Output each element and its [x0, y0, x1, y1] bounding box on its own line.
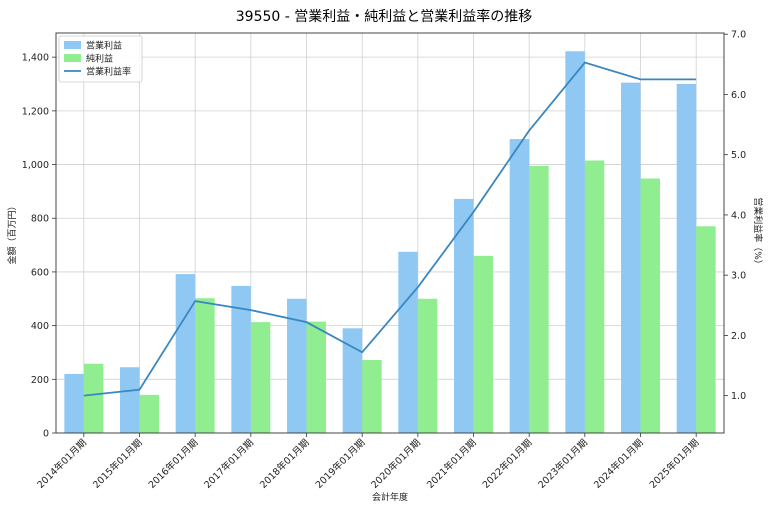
chart-title: 39550 - 営業利益・純利益と営業利益率の推移 [236, 8, 533, 25]
y-tick-label: 0 [43, 429, 49, 440]
legend-swatch [64, 54, 81, 62]
bar-operating-profit [120, 367, 140, 433]
bar-net-profit [640, 178, 660, 433]
y2-axis-label: 営業利益率（%） [752, 197, 764, 269]
x-tick-label: 2014年01月期 [35, 437, 89, 491]
y2-tick-label: 2.0 [731, 331, 746, 342]
y-tick-label: 200 [31, 375, 49, 386]
y2-tick-label: 4.0 [731, 210, 746, 221]
y-tick-label: 1,400 [22, 53, 49, 64]
bar-net-profit [417, 298, 438, 433]
axes-layer [55, 32, 725, 434]
legend-label: 純利益 [86, 53, 113, 65]
line-layer [83, 61, 697, 397]
bar-operating-profit [621, 82, 641, 433]
bar-operating-profit [175, 274, 196, 433]
y2-tick-label: 7.0 [731, 30, 746, 41]
bar-operating-profit [509, 139, 530, 433]
x-tick-label: 2015年01月期 [90, 437, 144, 491]
x-tick-label: 2018年01月期 [257, 437, 311, 491]
bar-net-profit [584, 160, 605, 433]
y-tick-label: 1,000 [22, 160, 49, 171]
y2-tick-label: 5.0 [731, 150, 746, 161]
bars-layer [64, 51, 716, 433]
plot-frame [55, 32, 725, 434]
y-tick-label: 400 [31, 321, 49, 332]
bar-net-profit [250, 322, 271, 433]
bar-net-profit [306, 321, 326, 433]
bar-net-profit [362, 359, 382, 433]
legend-swatch [64, 41, 81, 49]
bar-operating-profit [454, 198, 474, 433]
y-tick-label: 600 [31, 267, 49, 278]
bar-operating-profit [565, 51, 585, 433]
y-tick-label: 800 [31, 214, 49, 225]
y-tick-label: 1,200 [22, 106, 49, 117]
bar-net-profit [139, 394, 159, 433]
x-tick-label: 2023年01月期 [536, 437, 590, 491]
y-axis-label: 金額（百万円） [6, 201, 18, 264]
bar-net-profit [473, 255, 493, 433]
x-tick-label: 2020年01月期 [369, 437, 423, 491]
bar-net-profit [195, 298, 215, 433]
legend-label: 営業利益 [86, 40, 122, 52]
y2-tick-label: 3.0 [731, 271, 746, 282]
bar-operating-profit [676, 84, 697, 433]
bar-net-profit [83, 363, 104, 433]
x-axis-label: 会計年度 [372, 491, 408, 503]
legend-label: 営業利益率 [86, 66, 131, 78]
x-tick-label: 2022年01月期 [480, 437, 534, 491]
line-operating-margin [83, 61, 697, 397]
bar-operating-profit [231, 285, 251, 433]
bar-net-profit [529, 165, 549, 433]
x-tick-label: 2016年01月期 [146, 437, 200, 491]
bar-operating-profit [342, 328, 363, 433]
bar-operating-profit [287, 298, 307, 433]
x-tick-label: 2025年01月期 [647, 437, 701, 491]
bar-operating-profit [398, 251, 418, 433]
x-tick-label: 2024年01月期 [591, 437, 645, 491]
y2-tick-label: 6.0 [731, 90, 746, 101]
x-tick-label: 2021年01月期 [424, 437, 478, 491]
y2-tick-label: 1.0 [731, 391, 746, 402]
x-tick-label: 2019年01月期 [313, 437, 367, 491]
bar-net-profit [696, 226, 716, 433]
bar-operating-profit [64, 373, 84, 433]
x-tick-label: 2017年01月期 [202, 437, 256, 491]
